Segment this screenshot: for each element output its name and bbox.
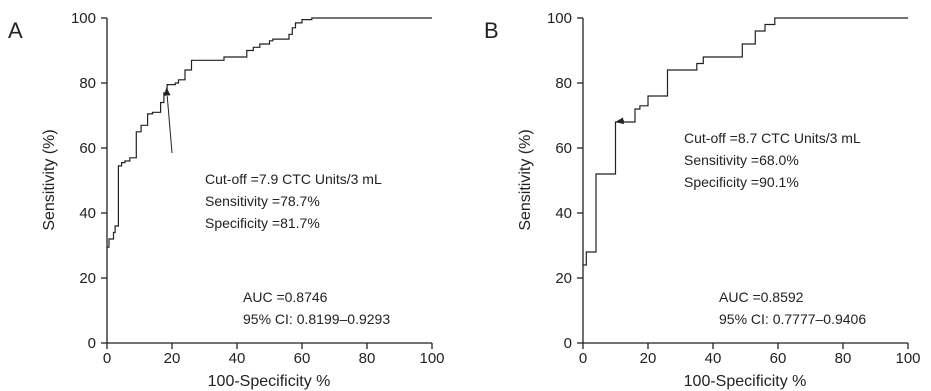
y-tick-labels: 0 20 40 60 80 100 — [71, 10, 96, 352]
x-tick-label: 0 — [579, 350, 587, 367]
y-tick-label: 20 — [555, 270, 572, 287]
y-tick-label: 0 — [564, 335, 572, 352]
roc-panel-a: A 0 20 40 60 80 100 0 20 40 60 80 100 10… — [8, 10, 445, 390]
x-tick-label: 80 — [359, 350, 376, 367]
x-tick-label: 80 — [835, 350, 852, 367]
roc-panel-b: B 0 20 40 60 80 100 0 20 40 60 80 100 10… — [484, 10, 921, 390]
x-tick-label: 0 — [103, 350, 111, 367]
specificity-label: Specificity =90.1% — [684, 174, 799, 190]
y-axis-title: Sensitivity (%) — [517, 129, 534, 230]
cutoff-annotation: Cut-off =7.9 CTC Units/3 mL Sensitivity … — [205, 171, 382, 231]
x-tick-label: 20 — [164, 350, 181, 367]
cutoff-arrow — [166, 96, 173, 154]
y-tick-label: 100 — [547, 10, 572, 27]
x-tick-label: 40 — [705, 350, 722, 367]
panel-label: B — [484, 18, 499, 43]
auc-annotation: AUC =0.8592 95% CI: 0.7777–0.9406 — [719, 289, 866, 327]
x-axis-title: 100-Specificity % — [684, 373, 807, 390]
auc-label: AUC =0.8592 — [719, 289, 804, 305]
x-tick-labels: 0 20 40 60 80 100 — [579, 350, 921, 367]
y-tick-label: 40 — [555, 205, 572, 222]
cutoff-arrowhead — [615, 117, 624, 125]
axis-ticks — [101, 17, 433, 349]
y-tick-label: 80 — [555, 75, 572, 92]
axis-ticks — [577, 17, 909, 349]
y-tick-label: 60 — [555, 140, 572, 157]
x-tick-labels: 0 20 40 60 80 100 — [103, 350, 445, 367]
cutoff-arrowhead — [163, 87, 171, 96]
cutoff-label: Cut-off =7.9 CTC Units/3 mL — [205, 171, 382, 187]
auc-label: AUC =0.8746 — [243, 289, 328, 305]
roc-curve-line — [583, 17, 908, 266]
cutoff-label: Cut-off =8.7 CTC Units/3 mL — [684, 130, 861, 146]
y-tick-label: 0 — [88, 335, 96, 352]
y-tick-label: 20 — [79, 270, 96, 287]
auc-ci-label: 95% CI: 0.8199–0.9293 — [243, 311, 390, 327]
y-tick-label: 40 — [79, 205, 96, 222]
auc-annotation: AUC =0.8746 95% CI: 0.8199–0.9293 — [243, 289, 390, 327]
y-tick-labels: 0 20 40 60 80 100 — [547, 10, 572, 352]
sensitivity-label: Sensitivity =68.0% — [684, 152, 799, 168]
x-tick-label: 100 — [895, 350, 920, 367]
roc-curve-line — [107, 17, 432, 248]
y-tick-label: 80 — [79, 75, 96, 92]
y-tick-label: 100 — [71, 10, 96, 27]
x-tick-label: 60 — [770, 350, 787, 367]
x-tick-label: 100 — [419, 350, 444, 367]
x-tick-label: 60 — [294, 350, 311, 367]
sensitivity-label: Sensitivity =78.7% — [205, 193, 320, 209]
y-axis-title: Sensitivity (%) — [41, 129, 58, 230]
x-axis-title: 100-Specificity % — [208, 373, 331, 390]
cutoff-annotation: Cut-off =8.7 CTC Units/3 mL Sensitivity … — [684, 130, 861, 190]
specificity-label: Specificity =81.7% — [205, 215, 320, 231]
auc-ci-label: 95% CI: 0.7777–0.9406 — [719, 311, 866, 327]
panel-label: A — [8, 18, 23, 43]
y-tick-label: 60 — [79, 140, 96, 157]
x-tick-label: 40 — [229, 350, 246, 367]
x-tick-label: 20 — [640, 350, 657, 367]
